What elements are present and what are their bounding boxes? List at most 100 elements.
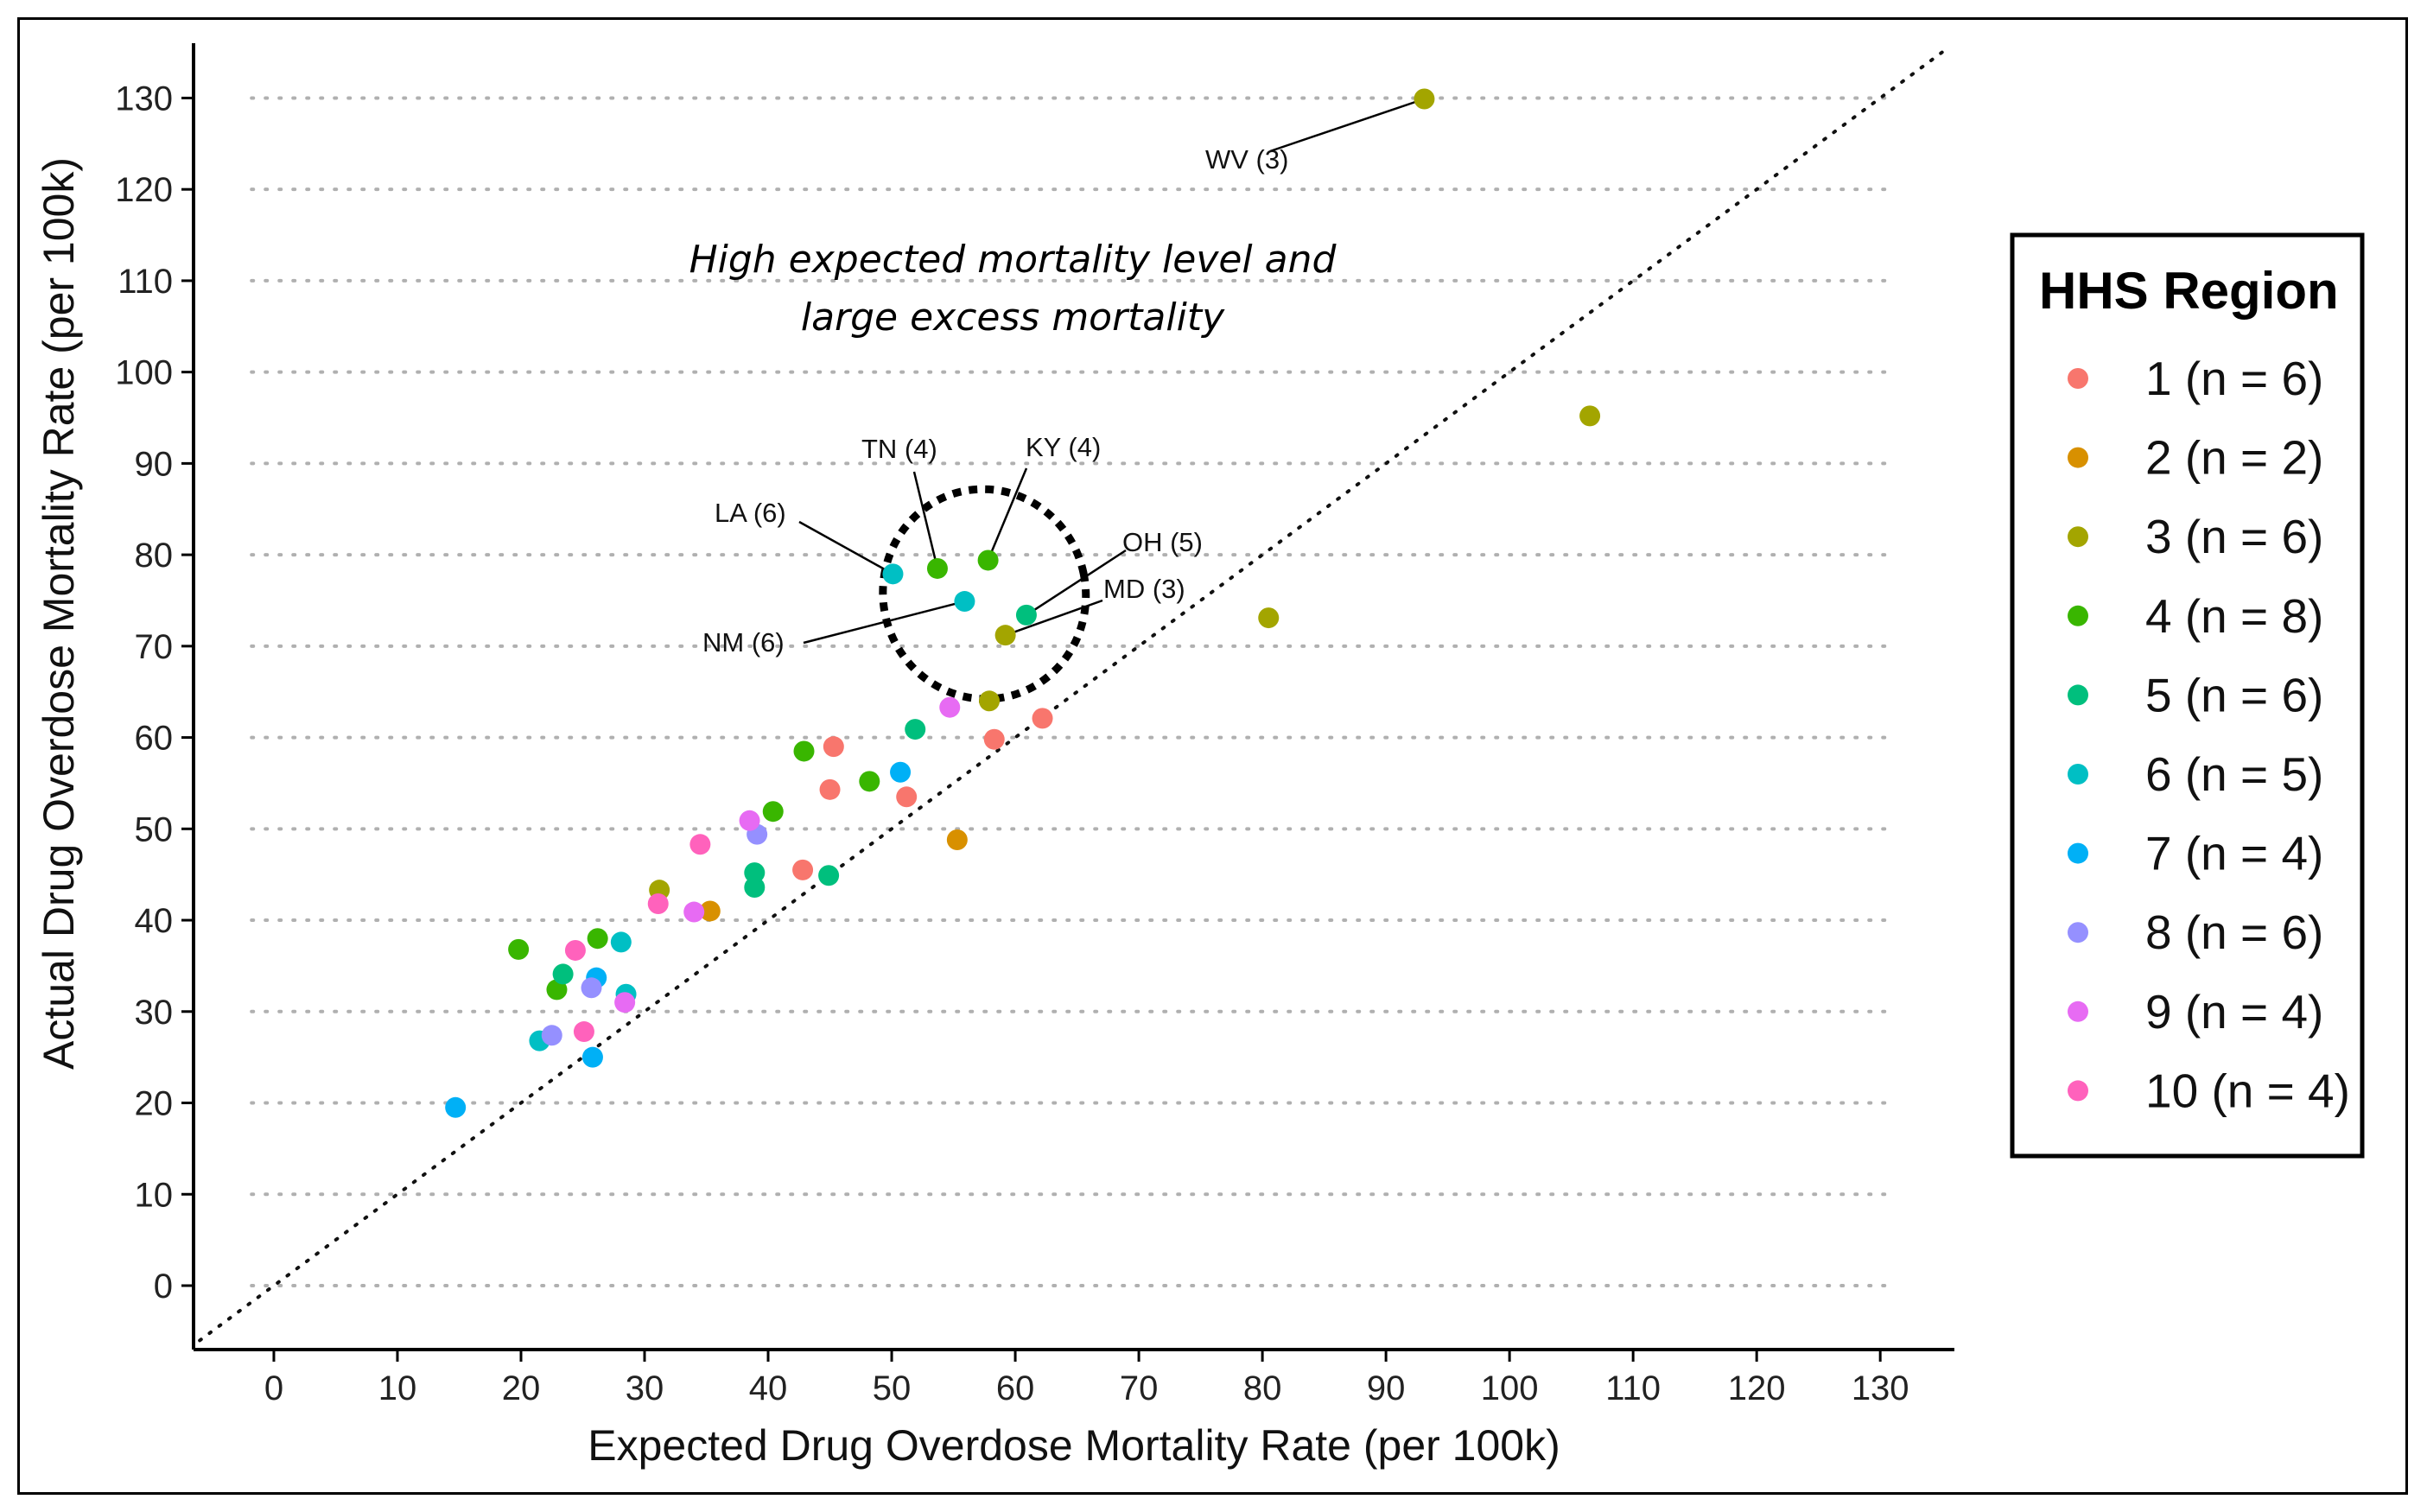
annotation-label: TN (4) [861, 434, 937, 464]
data-point [744, 876, 766, 898]
x-tick-label: 20 [502, 1369, 541, 1407]
data-point [546, 979, 568, 1001]
legend: HHS Region 1 (n = 6) 2 (n = 2) 3 (n = 6) 4 … [2010, 232, 2365, 1159]
legend-label: 10 (n = 4) [2145, 1064, 2350, 1117]
highlight-ellipse [879, 485, 1090, 703]
identity-line [198, 50, 1944, 1343]
data-point [581, 977, 602, 999]
legend-swatch [2068, 842, 2088, 864]
data-point [610, 931, 632, 953]
data-point [939, 696, 961, 718]
data-point [744, 862, 766, 884]
data-point [890, 761, 912, 783]
gridlines [250, 96, 1895, 1287]
reference-line [198, 50, 1944, 1343]
legend-label: 6 (n = 5) [2145, 747, 2323, 801]
data-point [792, 859, 814, 880]
annotation-leader [798, 520, 894, 575]
data-point [552, 963, 574, 985]
annotation-label: MD (3) [1103, 574, 1185, 604]
annotation-leader [1026, 549, 1127, 616]
annotation-leader [987, 467, 1028, 561]
legend-swatch [2068, 922, 2088, 943]
y-tick-label: 110 [118, 263, 173, 301]
legend-label: 4 (n = 8) [2145, 589, 2323, 643]
legend-label: 7 (n = 4) [2145, 827, 2323, 880]
data-point [1414, 88, 1435, 110]
region-note-line-2: large excess mortality [801, 295, 1225, 340]
annotation-leader [1005, 599, 1103, 637]
data-point [762, 801, 784, 823]
annotation-label: KY (4) [1026, 432, 1101, 462]
y-tick-label: 0 [154, 1267, 173, 1306]
annotation-label: OH (5) [1122, 527, 1203, 557]
y-tick-label: 50 [135, 810, 174, 848]
data-point [683, 901, 705, 923]
figure-frame [17, 17, 2408, 1495]
y-tick-label: 60 [135, 720, 174, 758]
legend-swatch [2068, 1001, 2088, 1022]
legend-label: 3 (n = 6) [2145, 510, 2323, 563]
legend-label: 9 (n = 4) [2145, 985, 2323, 1039]
legend-swatch [2068, 447, 2088, 468]
data-point [905, 719, 926, 740]
annotation-labels: WV (3) TN (4) KY (4) LA (6) OH (5) MD (3) NM (… [702, 144, 1288, 658]
data-point [699, 900, 721, 922]
x-tick-label: 90 [1367, 1369, 1406, 1407]
legend-label: 2 (n = 2) [2145, 431, 2323, 485]
x-tick-label: 120 [1728, 1369, 1786, 1407]
data-point [1032, 708, 1053, 729]
legend-title: HHS Region [2039, 262, 2339, 320]
data-point [614, 992, 636, 1013]
data-point [1258, 607, 1280, 629]
legend-swatch [2068, 605, 2088, 626]
axes: 0 10 20 30 40 50 60 70 80 90 100 110 120 130 0 10 20 30 40… [115, 43, 1954, 1407]
annotation-leaders [798, 98, 1425, 645]
x-tick-label: 130 [1852, 1369, 1909, 1407]
data-point [994, 625, 1016, 646]
legend-swatch [2068, 368, 2088, 389]
data-point [882, 563, 904, 585]
annotation-leader [803, 600, 965, 645]
legend-swatch [2068, 684, 2088, 706]
x-tick-label: 50 [873, 1369, 912, 1407]
data-point [793, 740, 815, 762]
x-tick-label: 110 [1605, 1369, 1661, 1407]
y-tick-label: 90 [135, 445, 174, 483]
y-axis-title: Actual Drug Overdose Mortality Rate (per… [35, 157, 83, 1070]
x-tick-label: 40 [749, 1369, 788, 1407]
data-point [508, 938, 530, 960]
data-point [859, 771, 880, 792]
data-point [1015, 604, 1037, 626]
x-tick-label: 60 [996, 1369, 1035, 1407]
legend-swatch [2068, 764, 2088, 785]
data-point [818, 865, 840, 886]
x-tick-label: 100 [1481, 1369, 1539, 1407]
y-tick-label: 130 [115, 79, 173, 118]
legend-swatch [2068, 526, 2088, 548]
legend-label: 5 (n = 6) [2145, 668, 2323, 721]
data-points [445, 88, 1601, 1118]
data-point [954, 591, 975, 613]
y-tick-label: 40 [135, 902, 174, 940]
x-tick-label: 10 [378, 1369, 417, 1407]
data-point [573, 1021, 594, 1043]
legend-swatch [2068, 1080, 2088, 1102]
data-point [819, 778, 841, 800]
x-tick-label: 30 [626, 1369, 664, 1407]
data-point [823, 736, 844, 758]
x-tick-label: 80 [1243, 1369, 1282, 1407]
data-point [1579, 405, 1601, 427]
data-point [977, 550, 999, 571]
data-point [896, 786, 918, 808]
y-tick-label: 10 [135, 1176, 174, 1214]
y-tick-label: 70 [135, 628, 174, 666]
x-axis-title: Expected Drug Overdose Mortality Rate (p… [588, 1421, 1560, 1470]
data-point [926, 557, 948, 579]
data-point [689, 834, 711, 855]
y-tick-label: 80 [135, 537, 174, 575]
legend-label: 1 (n = 6) [2145, 352, 2323, 405]
data-point [541, 1025, 562, 1046]
data-point [946, 829, 968, 851]
data-point [979, 690, 1001, 712]
